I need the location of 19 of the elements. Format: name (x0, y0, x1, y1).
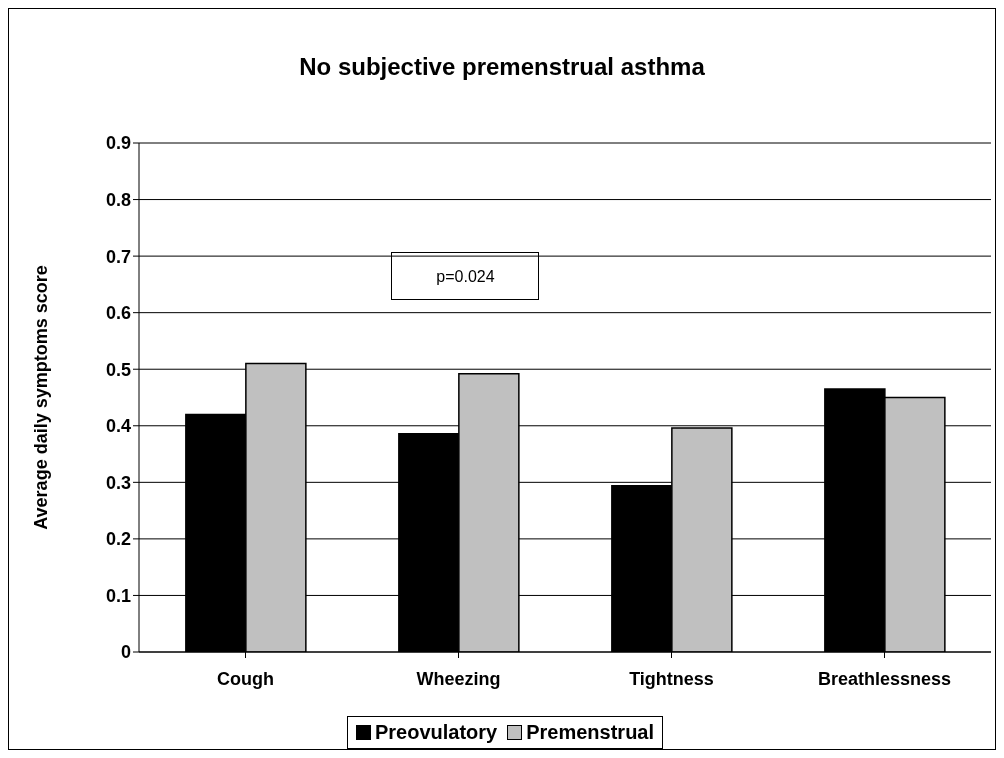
y-tick-label: 0 (120, 642, 131, 663)
y-axis-title: Average daily symptoms score (31, 265, 52, 530)
y-tick-label: 0.6 (105, 303, 131, 324)
x-tick-label: Wheezing (416, 668, 501, 689)
y-tick-label: 0.2 (105, 529, 131, 550)
chart-title: No subjective premenstrual asthma (298, 53, 706, 81)
y-tick-label: 0.4 (105, 416, 131, 437)
y-tick-label: 0.1 (105, 585, 131, 606)
y-tick-label: 0.3 (105, 472, 131, 493)
x-tick-label: Tightness (629, 668, 714, 689)
legend-label: Preovulatory (373, 721, 498, 744)
y-tick-label: 0.8 (105, 189, 131, 210)
annotation: p=0.024 (436, 267, 495, 286)
x-tick-label: Cough (217, 668, 274, 689)
x-tick-label: Breathlessness (817, 668, 952, 689)
y-tick-label: 0.5 (105, 359, 131, 380)
legend-label: Premenstrual (525, 721, 655, 744)
y-tick-label: 0.9 (105, 133, 131, 154)
y-tick-label: 0.7 (105, 246, 131, 267)
